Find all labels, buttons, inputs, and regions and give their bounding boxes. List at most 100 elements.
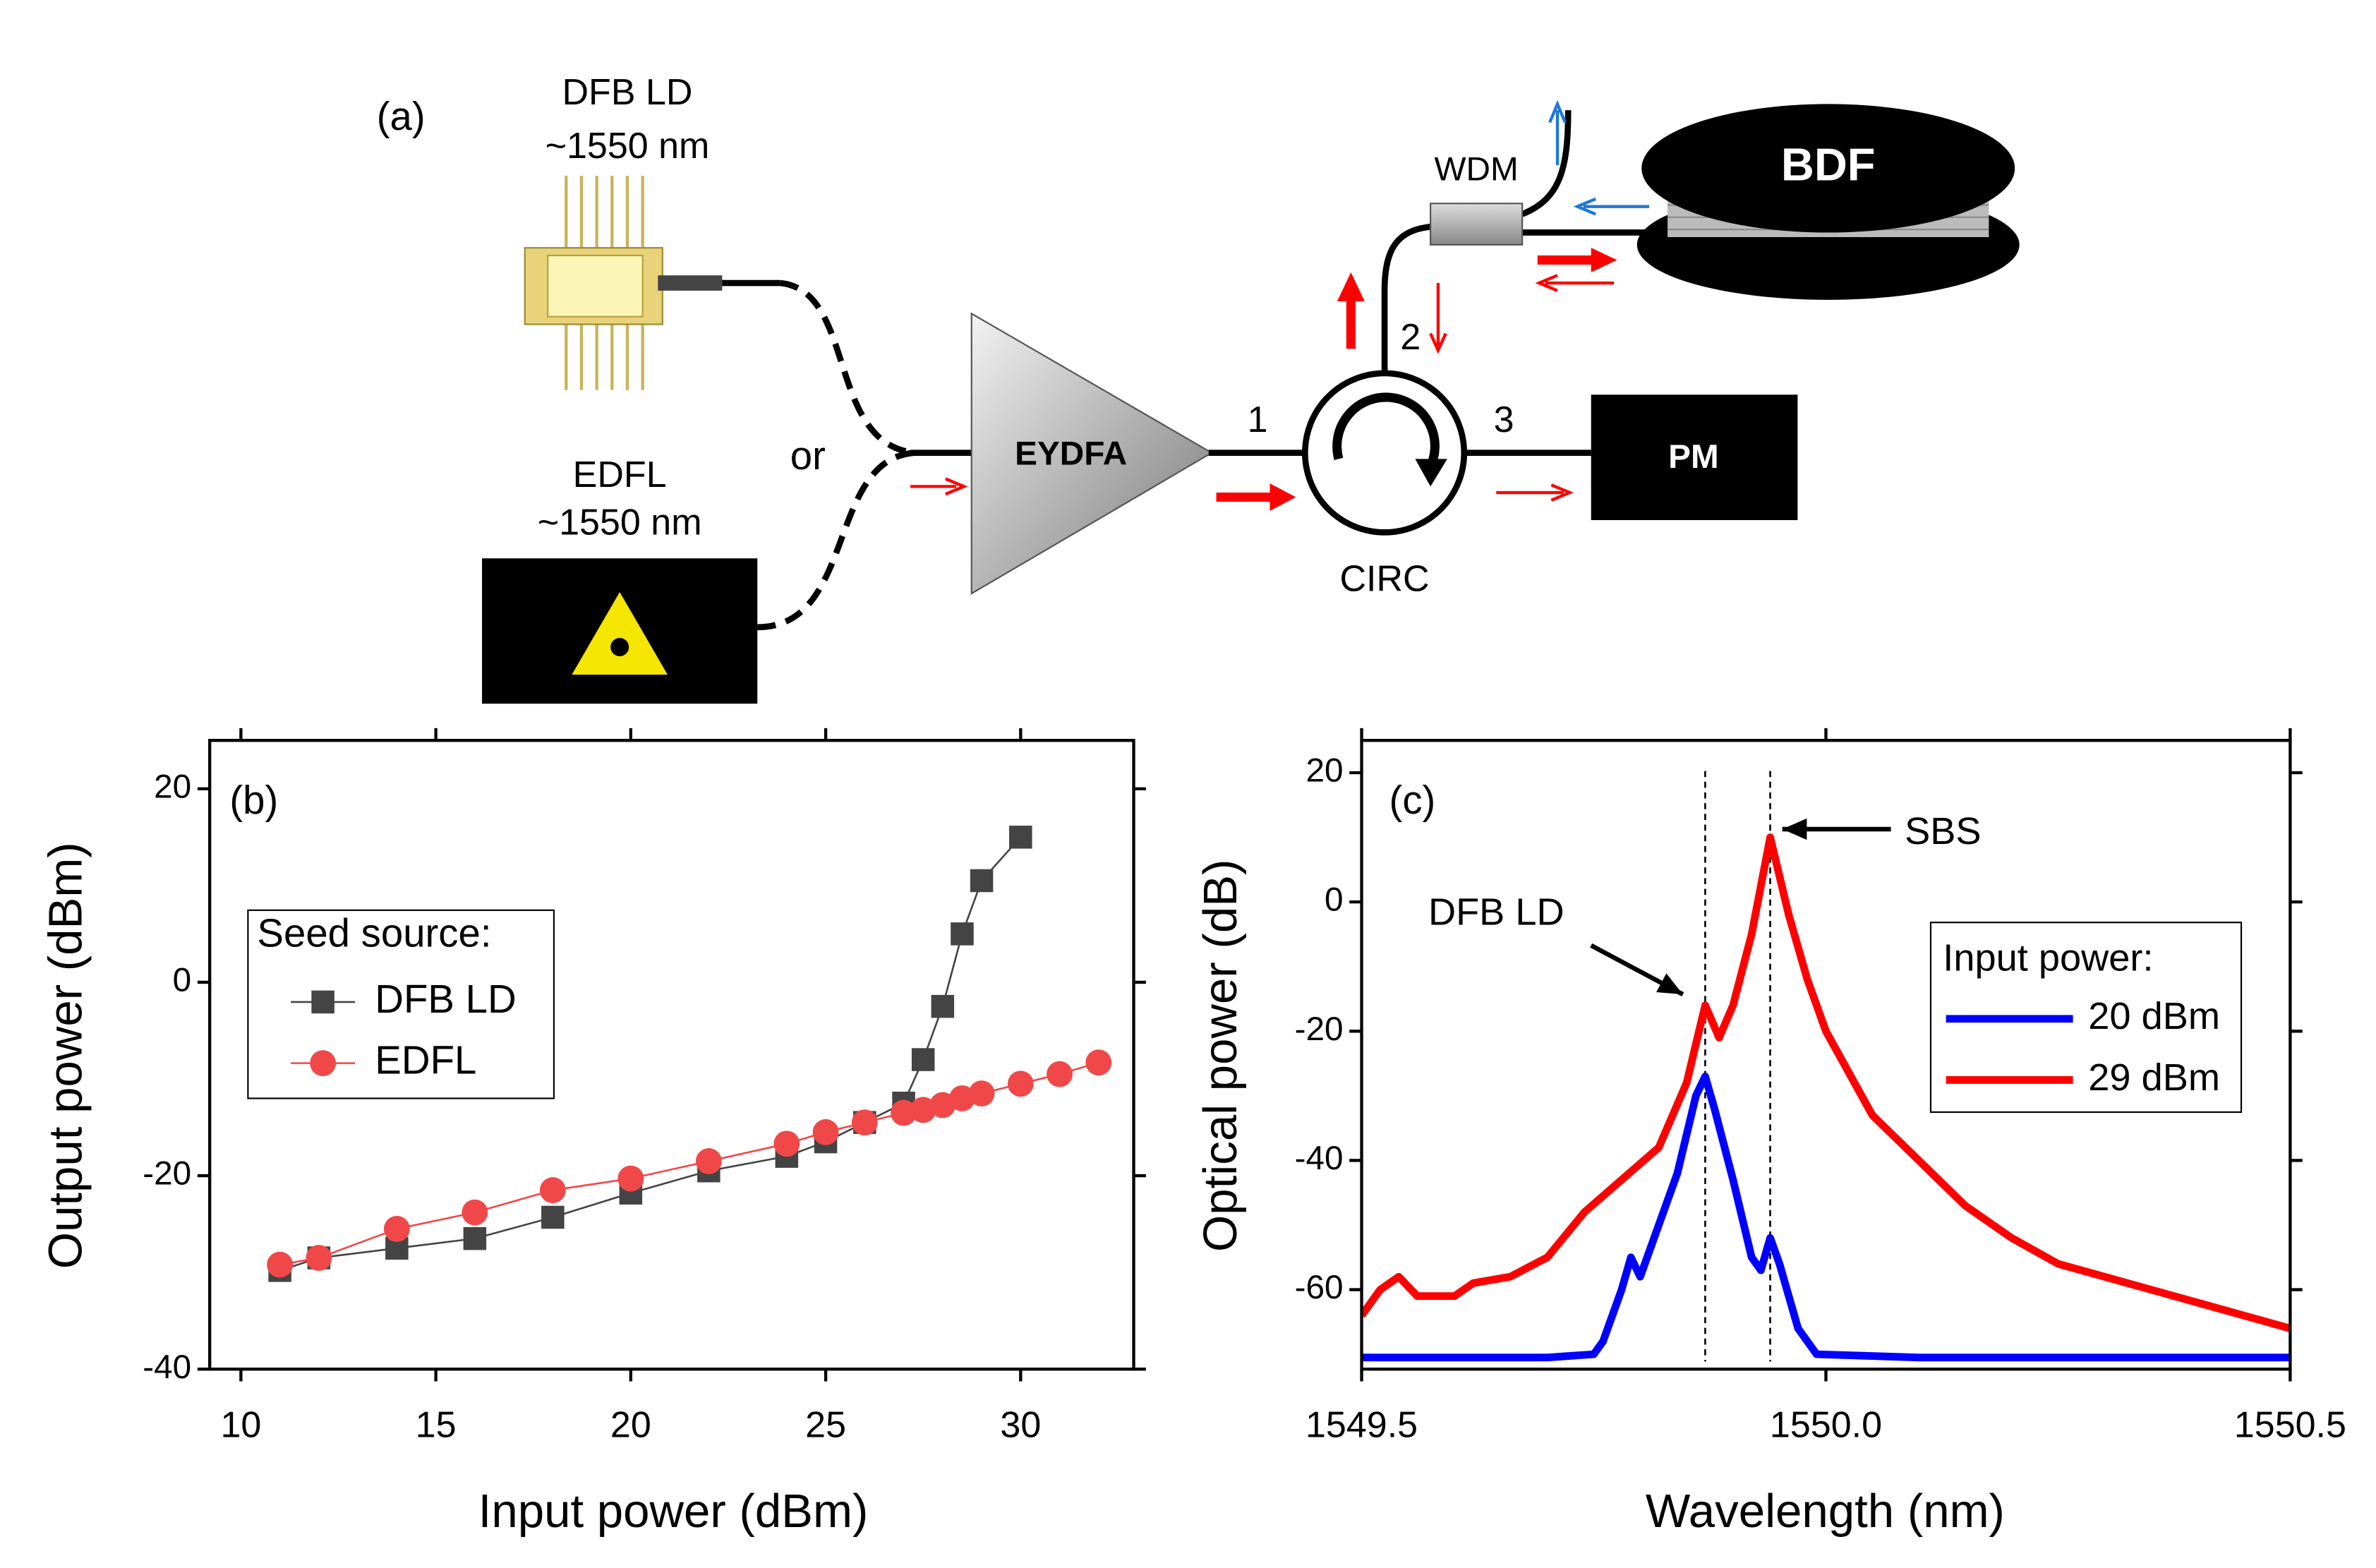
marker [911, 1048, 935, 1071]
marker [1085, 1049, 1112, 1076]
marker [812, 1118, 839, 1145]
y-tick-label: -40 [1295, 1140, 1344, 1177]
fiber-dashed [780, 279, 916, 456]
fiber [1521, 110, 1572, 217]
marker [541, 1205, 565, 1229]
port-label: 2 [1400, 317, 1421, 358]
x-tick-label: 20 [610, 1404, 651, 1445]
series-line [279, 836, 1022, 1272]
plot-marks [1361, 771, 2291, 1362]
panel-label: (c) [1389, 778, 1436, 822]
power-meter [1591, 394, 1798, 521]
marker [968, 1080, 995, 1106]
dfb-connector [658, 275, 723, 291]
x-tick-label: 1550.0 [1770, 1404, 1882, 1445]
spool-top [1641, 104, 2015, 233]
x-tick-label: 1550.5 [2234, 1404, 2346, 1445]
port-label: 1 [1248, 399, 1268, 440]
spool-label: BDF [1781, 139, 1876, 191]
x-tick-label: 1549.5 [1305, 1404, 1418, 1445]
amplifier-label: EYDFA [1015, 435, 1127, 473]
signal-arrow [910, 477, 968, 496]
marker [931, 994, 955, 1018]
legend-title: Input power: [1943, 937, 2153, 979]
marker [383, 1216, 410, 1242]
amplifier [970, 312, 1214, 595]
annotation-arrowhead [1656, 973, 1683, 995]
y-tick-label: -60 [1295, 1269, 1344, 1306]
legend-label: EDFL [375, 1038, 476, 1082]
marker [773, 1130, 800, 1157]
circulator-arrowhead [1415, 459, 1447, 487]
legend-marker [311, 990, 334, 1014]
marker [462, 1199, 488, 1226]
signal-arrow [1429, 283, 1447, 354]
wdm [1430, 203, 1524, 246]
x-tick-label: 30 [1000, 1404, 1041, 1445]
marker [1009, 826, 1032, 849]
wdm-label: WDM [1435, 150, 1519, 188]
dfb-package [547, 254, 644, 318]
y-tick-label: 20 [154, 768, 191, 805]
signal-arrowhead [1591, 248, 1617, 272]
marker [463, 1226, 487, 1250]
annotation-arrowhead [1782, 818, 1807, 840]
marker [267, 1251, 294, 1278]
edfl-wavelength: ~1550 nm [538, 502, 702, 543]
legend-label: 29 dBm [2088, 1056, 2220, 1099]
marker [1047, 1061, 1073, 1087]
y-tick-label: 20 [1305, 752, 1343, 790]
legend-label: 20 dBm [2088, 995, 2220, 1037]
marker [1007, 1071, 1034, 1097]
signal-arrowhead [1337, 272, 1365, 302]
port-label: 3 [1494, 399, 1514, 440]
marker [851, 1109, 878, 1136]
series-line [1361, 833, 2291, 1332]
y-tick-label: -40 [143, 1349, 191, 1386]
or-label: or [790, 433, 826, 478]
pump-arrow [1548, 99, 1567, 166]
setup-diagram: (a) DFB LD ~1550 nm EDFL ~1550 nm or EYD… [377, 72, 2020, 704]
signal-arrow [1496, 483, 1574, 502]
legend-title: Seed source: [257, 911, 491, 955]
legend-box [247, 909, 555, 1099]
marker [306, 1245, 332, 1271]
fiber-dashed [757, 450, 915, 631]
x-tick-label: 25 [805, 1404, 846, 1445]
power-meter-label: PM [1668, 438, 1719, 476]
panel-label: (a) [377, 94, 426, 138]
signal-arrow [1535, 274, 1615, 292]
marker [949, 1085, 975, 1111]
marker [891, 1099, 917, 1126]
annotation: DFB LD [1428, 891, 1564, 934]
signal-arrowhead [1270, 483, 1296, 512]
laser-warning [566, 586, 673, 678]
fiber [1381, 223, 1434, 373]
x-tick-label: 10 [220, 1404, 261, 1445]
edfl-label: EDFL [573, 454, 667, 495]
circulator-label: CIRC [1339, 559, 1429, 600]
y-tick-label: -20 [1295, 1011, 1344, 1048]
plot-area [1361, 771, 2291, 1362]
axes-frame [208, 739, 1135, 1371]
marker [617, 1165, 644, 1192]
axes-frame [1360, 739, 2292, 1371]
y-tick-label: -20 [143, 1155, 191, 1193]
laser-icon [610, 637, 629, 656]
legend-label: DFB LD [375, 977, 516, 1021]
y-tick-label: 0 [173, 961, 192, 999]
y-axis-label: Optical power (dB) [1194, 860, 1247, 1252]
marker [539, 1177, 566, 1204]
y-axis-label: Output power (dBm) [40, 842, 92, 1269]
marker [970, 869, 994, 893]
circulator-arrow [1332, 392, 1440, 469]
series-line [1361, 1072, 2291, 1362]
x-axis-label: Input power (dBm) [478, 1485, 869, 1538]
annotation: SBS [1905, 810, 1981, 852]
dfb-label: DFB LD [562, 72, 693, 113]
dfb-wavelength: ~1550 nm [545, 126, 710, 167]
panel-label: (b) [229, 778, 278, 822]
y-tick-label: 0 [1325, 881, 1344, 919]
x-axis-label: Wavelength (nm) [1646, 1485, 2005, 1538]
